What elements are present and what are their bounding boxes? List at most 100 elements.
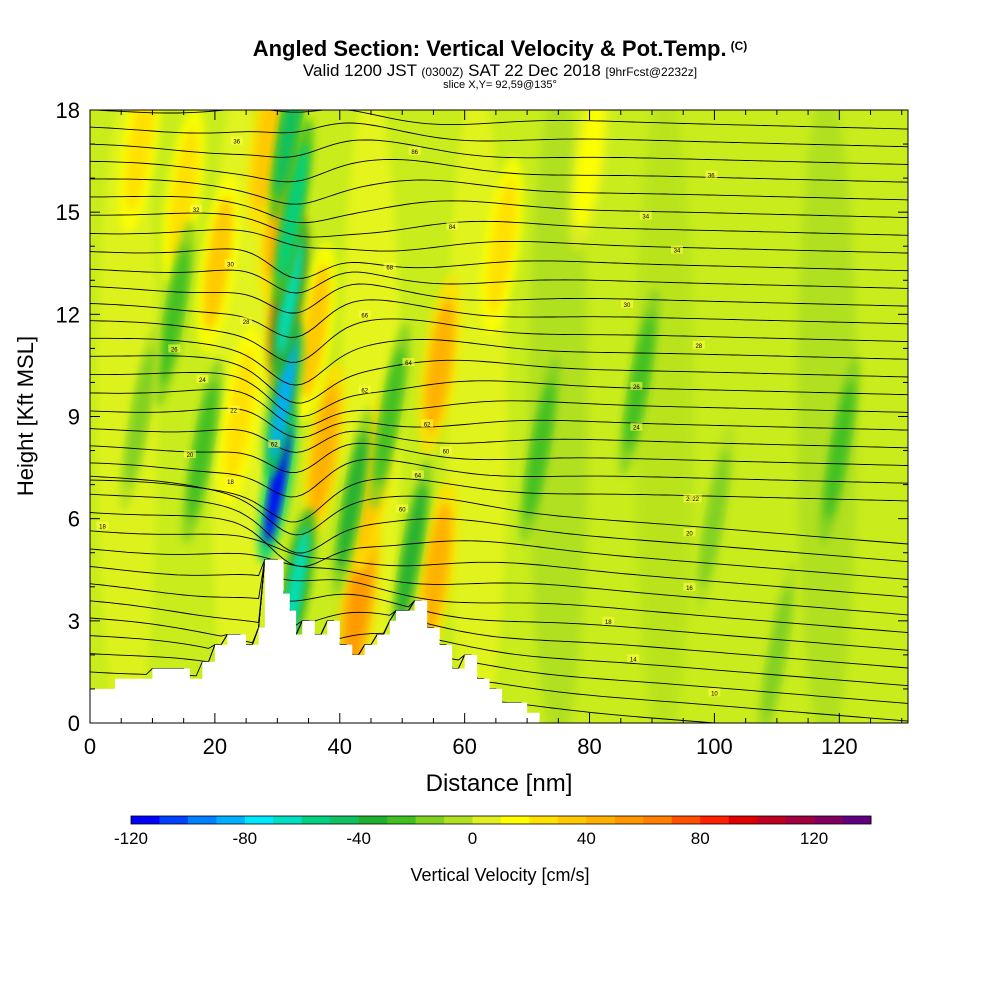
theta-label-bg — [224, 259, 237, 268]
theta-contour-line — [90, 139, 908, 165]
colorbar-swatch — [700, 816, 730, 824]
field-band — [528, 110, 589, 723]
theta-label: 34 — [642, 215, 649, 221]
theta-label: 60 — [443, 450, 450, 456]
colorbar-swatch — [785, 816, 815, 824]
colorbar-swatch — [273, 816, 303, 824]
theta-label: 62 — [424, 422, 431, 428]
theta-contour-labels: 10 14 18 16 20 18 18 20 22 24 26 28 30 32 36 62 64 60 60 62… — [96, 136, 721, 697]
theta-label-bg — [602, 616, 615, 625]
theta-contour-line — [90, 248, 908, 279]
colorbar-swatch — [387, 816, 417, 824]
theta-label-bg — [683, 582, 696, 591]
updraft-core — [487, 179, 517, 314]
colorbar-swatch — [330, 816, 360, 824]
x-tick-label: 0 — [84, 734, 96, 759]
x-tick-label: 100 — [696, 734, 733, 759]
theta-label: 20 — [686, 531, 693, 537]
downdraft-core — [375, 347, 405, 486]
colorbar-swatch — [614, 816, 644, 824]
colorbar-border — [130, 815, 872, 825]
theta-label: 62 — [361, 388, 368, 394]
theta-label-bg — [683, 494, 696, 503]
theta-contour-line — [90, 548, 908, 616]
colorbar-swatch — [301, 816, 331, 824]
theta-label: 24 — [633, 426, 640, 432]
theta-contour-line — [90, 355, 908, 404]
updraft-core — [344, 536, 373, 671]
colorbar-tick-label: -40 — [346, 829, 371, 848]
theta-label-bg — [196, 375, 209, 384]
colorbar-swatch — [187, 816, 217, 824]
x-axis: 0 20 40 60 80 100 120 — [84, 734, 858, 759]
field-band — [634, 110, 695, 723]
theta-label: 68 — [386, 266, 393, 272]
theta-label-bg — [168, 344, 181, 353]
theta-label: 66 — [361, 313, 368, 319]
theta-contour-line — [90, 428, 908, 453]
forecast-info: [9hrFcst@2232z] — [605, 65, 698, 79]
theta-label-bg — [630, 381, 643, 390]
theta-label-bg — [96, 521, 109, 530]
colorbar: -120 -80 -40 0 40 80 120 — [114, 815, 872, 848]
downdraft-core — [762, 585, 792, 723]
y-tick-label: 0 — [68, 711, 80, 736]
theta-label-bg — [402, 358, 415, 367]
theta-label-bg — [627, 654, 640, 663]
theta-label: 28 — [695, 344, 702, 350]
colorbar-swatch — [643, 816, 673, 824]
theta-label-bg — [396, 504, 409, 513]
field-band — [796, 110, 857, 723]
theta-label: 18 — [605, 620, 612, 626]
downdraft-core — [337, 432, 367, 571]
theta-label: 36 — [233, 140, 240, 146]
y-tick-label: 6 — [68, 507, 80, 532]
valid-date: SAT 22 Dec 2018 — [468, 61, 601, 80]
chart-title-text: Angled Section: Vertical Velocity & Pot.… — [252, 36, 727, 61]
y-axis-label: Height [Kft MSL] — [13, 336, 38, 496]
theta-label-bg — [683, 528, 696, 537]
theta-label: 14 — [630, 657, 637, 663]
colorbar-swatch — [529, 816, 559, 824]
theta-label-bg — [240, 317, 253, 326]
updraft-core — [425, 298, 455, 433]
x-axis-label: Distance [nm] — [426, 770, 573, 797]
chart-subtitle: Valid 1200 JST (0300Z) SAT 22 Dec 2018 [… — [0, 61, 1000, 81]
theta-label-bg — [708, 688, 721, 697]
downdraft-core — [277, 238, 303, 357]
theta-contour-line — [90, 559, 908, 634]
theta-label: 36 — [708, 174, 715, 180]
theta-label: 30 — [624, 303, 631, 309]
colorbar-tick-label: -80 — [233, 829, 258, 848]
downdraft-core — [278, 143, 308, 282]
zulu-time: (0300Z) — [421, 65, 464, 79]
theta-contour-line — [90, 122, 908, 148]
theta-label: 16 — [686, 586, 693, 592]
theta-label: 28 — [243, 320, 250, 326]
theta-contour-line — [90, 530, 908, 598]
theta-label-bg — [383, 262, 396, 271]
theta-label-bg — [670, 245, 683, 254]
downdraft-core — [397, 483, 427, 622]
theta-contour-line — [90, 212, 908, 238]
theta-label-bg — [446, 221, 459, 230]
theta-label-bg — [439, 446, 452, 455]
theta-contour-line — [90, 283, 908, 314]
downdraft-core — [699, 449, 729, 588]
y-tick-label: 15 — [56, 200, 80, 225]
updraft-core — [225, 349, 255, 484]
theta-label-bg — [227, 405, 240, 414]
colorbar-tick-label: 0 — [468, 829, 477, 848]
colorbar-tick-label: 120 — [800, 829, 828, 848]
theta-label-bg — [421, 419, 434, 428]
x-tick-label: 120 — [821, 734, 858, 759]
colorbar-swatch — [358, 816, 388, 824]
theta-label: 26 — [633, 385, 640, 391]
theta-label-bg — [692, 340, 705, 349]
y-tick-label: 9 — [68, 405, 80, 430]
theta-contour-line — [90, 559, 908, 704]
copyright-mark: (C) — [730, 39, 748, 53]
theta-label-bg — [224, 477, 237, 486]
theta-contour-line — [90, 110, 908, 130]
